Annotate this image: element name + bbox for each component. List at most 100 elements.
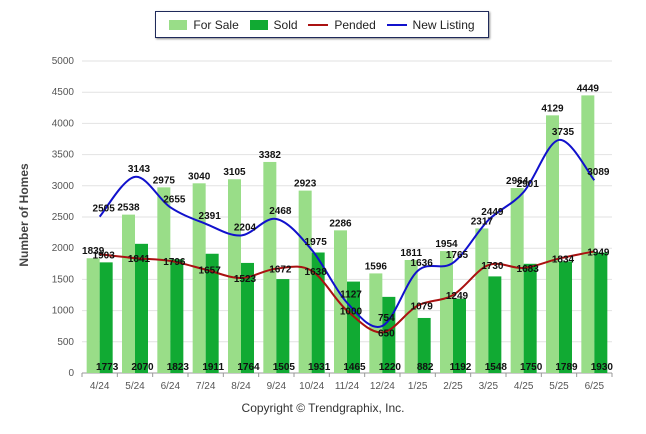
label-for-sale: 1811 (400, 248, 422, 259)
x-tick-label: 12/24 (370, 381, 395, 392)
x-tick-label: 4/25 (514, 381, 534, 392)
label-for-sale: 3382 (259, 150, 282, 161)
label-sold: 1548 (485, 362, 508, 373)
bar-for-sale (122, 214, 135, 373)
x-tick-label: 8/24 (231, 381, 251, 392)
y-tick-label: 0 (68, 368, 74, 379)
bar-sold (205, 253, 219, 373)
y-tick-label: 2000 (52, 243, 75, 254)
y-axis-ticks: 0 500 1000 1500 2000 2500 3000 3500 4000 4500 5000 (52, 56, 75, 379)
bar-for-sale (298, 190, 312, 373)
legend-item-pended[interactable]: Pended (308, 18, 376, 32)
label-sold: 1930 (591, 362, 614, 373)
sold-swatch (249, 19, 268, 30)
label-new-listing: 1765 (446, 250, 469, 261)
label-sold: 1192 (450, 362, 472, 373)
x-tick-label: 5/24 (125, 381, 145, 392)
legend-item-sold[interactable]: Sold (249, 17, 298, 32)
legend-sold-label: Sold (273, 17, 298, 32)
line-new-listing (98, 138, 596, 328)
bar-sold (417, 317, 431, 373)
y-tick-label: 1500 (52, 274, 75, 285)
label-new-listing: 2204 (234, 222, 257, 233)
bar-sold (241, 262, 254, 373)
label-new-listing: 2391 (199, 211, 222, 222)
bar-for-sale (369, 273, 383, 373)
label-pended: 1672 (269, 265, 292, 276)
legend-item-for-sale[interactable]: For Sale (169, 17, 239, 32)
y-tick-label: 4500 (52, 87, 75, 98)
bar-for-sale (192, 183, 206, 373)
y-tick-label: 500 (57, 337, 74, 348)
bar-for-sale (581, 95, 595, 374)
x-tick-label: 5/25 (549, 381, 569, 392)
label-new-listing: 1127 (340, 290, 362, 301)
bar-sold (488, 276, 502, 373)
x-axis-ticks: 4/24 5/24 6/24 7/24 8/24 9/24 10/24 11/24 12/24 1… (90, 381, 605, 392)
label-new-listing: 1636 (411, 258, 434, 269)
bar-sold (276, 279, 290, 373)
bar-sold (453, 298, 466, 373)
bar-for-sale (440, 251, 453, 373)
legend-for-sale-label: For Sale (193, 17, 239, 32)
bar-sold (135, 243, 148, 373)
label-for-sale: 2286 (329, 218, 352, 229)
x-tick-label: 4/24 (90, 381, 110, 392)
bars (86, 95, 608, 374)
label-for-sale: 1954 (435, 239, 458, 250)
label-pended: 1683 (517, 264, 540, 275)
label-new-listing: 754 (378, 313, 395, 324)
legend: For Sale Sold Pended New Listing (155, 11, 489, 38)
label-new-listing: 2449 (481, 207, 504, 218)
copyright-footer: Copyright © Trendgraphix, Inc. (241, 401, 405, 415)
x-tick-label: 10/24 (299, 381, 324, 392)
legend-new-listing-label: New Listing (412, 17, 475, 32)
label-for-sale: 3040 (188, 171, 211, 182)
bar-sold (594, 252, 608, 373)
label-for-sale: 2538 (117, 203, 140, 214)
label-new-listing: 2901 (517, 179, 540, 190)
label-pended: 1730 (481, 261, 504, 272)
label-sold: 1773 (96, 362, 119, 373)
bar-for-sale (334, 230, 347, 373)
label-for-sale: 2964 (506, 176, 529, 187)
label-new-listing: 2505 (93, 204, 116, 215)
label-for-sale: 4129 (541, 103, 564, 114)
x-tick-label: 6/25 (585, 381, 605, 392)
bar-sold (347, 281, 360, 373)
for-sale-swatch (169, 19, 188, 30)
label-sold: 1465 (343, 362, 366, 373)
x-tick-label: 2/25 (443, 381, 463, 392)
label-sold: 1505 (273, 362, 296, 373)
label-pended: 650 (378, 328, 395, 339)
bar-sold (99, 262, 113, 373)
series-lines (98, 138, 596, 334)
label-for-sale: 1839 (82, 246, 105, 257)
bar-for-sale (86, 258, 100, 373)
label-pended: 1249 (446, 291, 469, 302)
bar-sold (523, 263, 537, 373)
label-sold: 1823 (167, 362, 190, 373)
label-new-listing: 3143 (128, 164, 151, 175)
x-tick-label: 6/24 (161, 381, 181, 392)
label-new-listing: 1975 (305, 237, 328, 248)
y-tick-label: 3500 (52, 150, 75, 161)
label-new-listing: 2655 (163, 194, 186, 205)
label-pended: 1949 (587, 247, 610, 258)
label-for-sale: 2975 (153, 175, 176, 186)
y-tick-label: 4000 (52, 118, 75, 129)
x-tick-label: 11/24 (335, 381, 360, 392)
x-tick-label: 3/25 (479, 381, 499, 392)
y-axis-title: Number of Homes (17, 163, 31, 267)
y-tick-label: 1000 (52, 306, 75, 317)
label-for-sale: 4449 (577, 83, 600, 94)
label-pended: 1834 (552, 255, 575, 266)
bar-for-sale (546, 115, 559, 373)
label-for-sale: 2923 (294, 179, 317, 190)
label-new-listing: 3735 (552, 127, 575, 138)
legend-item-new-listing[interactable]: New Listing (386, 17, 475, 32)
label-sold: 882 (417, 362, 434, 373)
label-pended: 1657 (199, 266, 222, 277)
bar-for-sale (510, 188, 524, 373)
